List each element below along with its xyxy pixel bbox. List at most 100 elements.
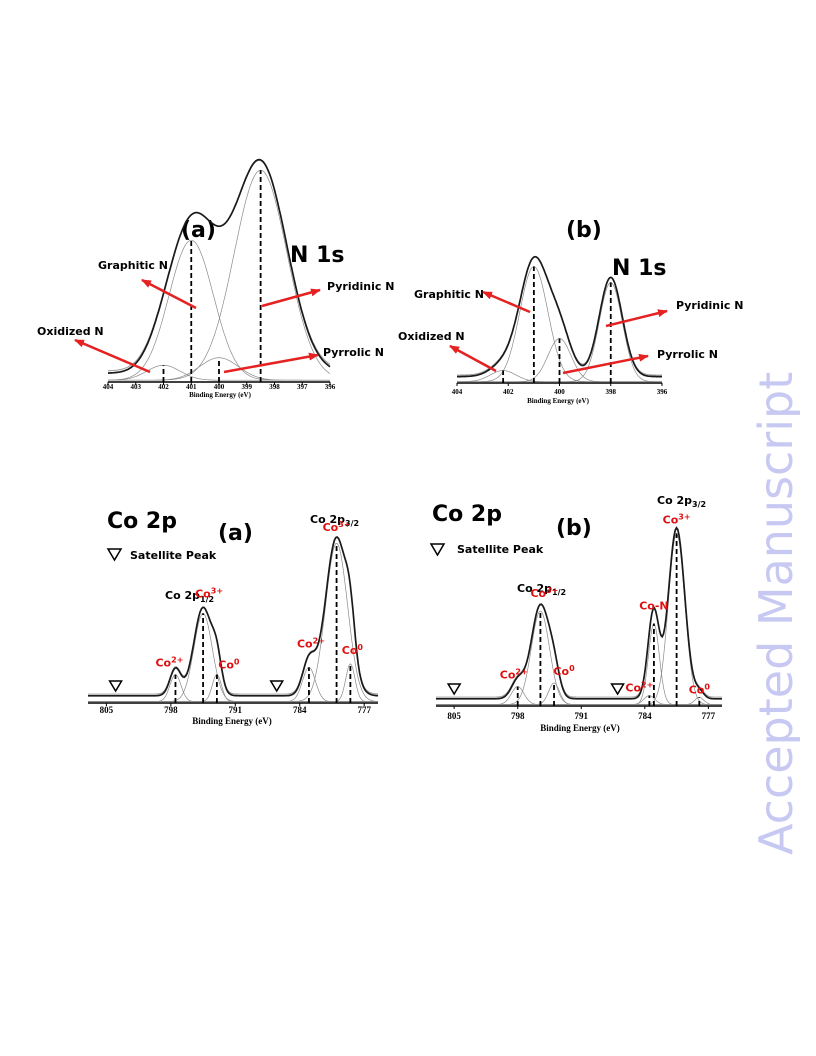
chart-title: Co 2p <box>432 502 502 527</box>
panel-label: (b) <box>566 218 602 243</box>
peak-label-0: Co2+ <box>500 668 528 682</box>
label-oxidized-n: Oxidized N <box>37 325 104 338</box>
satellite-marker-1 <box>269 680 285 693</box>
arrow-pyrrolic <box>223 352 319 374</box>
n1s-a-chart: (a) N 1s 404 403 402 401 400 399 398 397 396 Gra… <box>37 158 394 399</box>
label-pyridinic-n: Pyridinic N <box>327 280 394 293</box>
x-tick-label: 400 <box>554 388 565 396</box>
peak-label-4: Co2+ <box>625 681 653 695</box>
component-fit-6 <box>436 697 722 705</box>
x-tick-label: 798 <box>164 705 178 715</box>
watermark-text: Accepted Manuscript <box>752 372 800 855</box>
x-tick-label: 404 <box>103 383 114 391</box>
peak-label-5: Co0 <box>342 643 364 657</box>
watermark: Accepted Manuscript <box>752 372 800 855</box>
x-tick-label: 401 <box>186 383 197 391</box>
x-tick-label: 784 <box>293 705 307 715</box>
satellite-marker-1 <box>610 683 625 696</box>
component-fit-2 <box>436 682 722 705</box>
component-fit-2 <box>88 674 378 702</box>
x-tick-label: 791 <box>575 711 589 721</box>
x-axis-label: Binding Energy (eV) <box>527 397 590 405</box>
chart-title: Co 2p <box>107 509 177 534</box>
label-oxidized-n: Oxidized N <box>398 330 465 343</box>
component-fit-0 <box>88 674 378 702</box>
x-tick-label: 398 <box>606 388 617 396</box>
fitted-envelope-line <box>436 526 722 700</box>
arrow-graphitic <box>482 290 531 314</box>
peak-label-2: Co0 <box>218 658 240 672</box>
component-fit-3 <box>436 623 722 705</box>
co2p-a-chart: Co 2p (a) Satellite Peak Co 2p3/2 Co 2p1… <box>88 509 379 726</box>
peak-label-6: Co0 <box>689 682 711 696</box>
component-fit-4 <box>88 543 379 702</box>
label-graphitic-n: Graphitic N <box>414 288 484 301</box>
x-tick-label: 404 <box>452 388 463 396</box>
peak-label-1: Co3+ <box>530 586 558 600</box>
chart-title: N 1s <box>290 243 344 268</box>
x-axis-label: Binding Energy (eV) <box>189 391 252 399</box>
label-co2p32: Co 2p3/2 <box>657 494 706 509</box>
peak-label-2: Co0 <box>553 664 575 678</box>
x-tick-label: 402 <box>158 383 169 391</box>
peak-label-3: Co2+ <box>297 636 325 650</box>
satellite-marker-0 <box>446 683 462 696</box>
x-axis-label: Binding Energy (eV) <box>192 716 272 726</box>
label-co2p12: Co 2p1/2 <box>165 589 214 604</box>
x-tick-label: 403 <box>131 383 142 391</box>
x-tick-label: 397 <box>297 383 308 391</box>
panel-label: (a) <box>218 521 253 546</box>
x-tick-label: 398 <box>269 383 280 391</box>
arrow-oxidized <box>74 338 151 374</box>
satellite-marker-0 <box>108 680 123 693</box>
peak-label-3: Co-N <box>639 600 668 613</box>
component-fit-1 <box>436 610 722 705</box>
legend-satellite: Satellite Peak <box>457 543 544 556</box>
x-tick-label: 396 <box>657 388 668 396</box>
peak-label-1: Co3+ <box>195 586 223 600</box>
component-fit-5 <box>88 663 378 702</box>
plot-area: 404 403 402 401 400 399 398 397 396 <box>103 158 336 391</box>
satellite-legend-icon <box>106 548 123 562</box>
component-fit-5 <box>436 532 722 705</box>
label-pyrrolic-n: Pyrrolic N <box>323 346 384 359</box>
panel-label: (b) <box>556 516 592 541</box>
label-pyridinic-n: Pyridinic N <box>676 299 743 312</box>
label-co2p12: Co 2p1/2 <box>517 582 566 597</box>
plot-area: 404 402 400 398 396 <box>452 255 668 396</box>
component-fit-0 <box>436 686 722 705</box>
x-tick-label: 805 <box>447 711 461 721</box>
x-axis-label: Binding Energy (eV) <box>540 723 620 733</box>
fitted-envelope-line <box>88 536 379 697</box>
plot-area: 805 798 791 784 777Co2+Co3+Co0Co-NCo2+Co3+Co… <box>436 513 722 721</box>
fitted-envelope-line <box>107 158 331 374</box>
arrow-oxidized <box>449 344 497 373</box>
x-tick-label: 805 <box>100 705 114 715</box>
co2p-b-chart: Co 2p (b) Satellite Peak Co 2p3/2 Co 2p1… <box>429 494 722 733</box>
plot-area: 805 798 791 784 777 Co2+ Co3+ Co0 Co2+ Co3+ Co0 <box>88 520 379 715</box>
arrow-pyridinic <box>605 309 668 328</box>
x-tick-label: 396 <box>325 383 336 391</box>
chart-title: N 1s <box>612 256 666 281</box>
x-tick-label: 399 <box>242 383 253 391</box>
label-co2p32: Co 2p3/2 <box>310 513 359 528</box>
component-fit-3 <box>108 169 331 381</box>
arrow-graphitic <box>141 278 197 310</box>
legend-satellite: Satellite Peak <box>130 549 217 562</box>
label-pyrrolic-n: Pyrrolic N <box>657 348 718 361</box>
n1s-b-chart: (b) N 1s 404 402 400 398 396 Graphitic N Pyr… <box>398 218 743 405</box>
arrow-pyrrolic <box>562 353 649 375</box>
x-tick-label: 777 <box>357 705 371 715</box>
x-tick-label: 777 <box>702 711 716 721</box>
satellite-legend-icon <box>429 543 446 557</box>
peak-label-5: Co3+ <box>663 513 691 527</box>
arrow-pyridinic <box>261 288 321 308</box>
x-tick-label: 400 <box>214 383 225 391</box>
x-tick-label: 791 <box>229 705 243 715</box>
x-tick-label: 798 <box>511 711 525 721</box>
peak-label-4: Co3+ <box>323 520 351 534</box>
x-tick-label: 402 <box>503 388 514 396</box>
x-tick-label: 784 <box>638 711 652 721</box>
peak-label-0: Co2+ <box>155 656 183 670</box>
